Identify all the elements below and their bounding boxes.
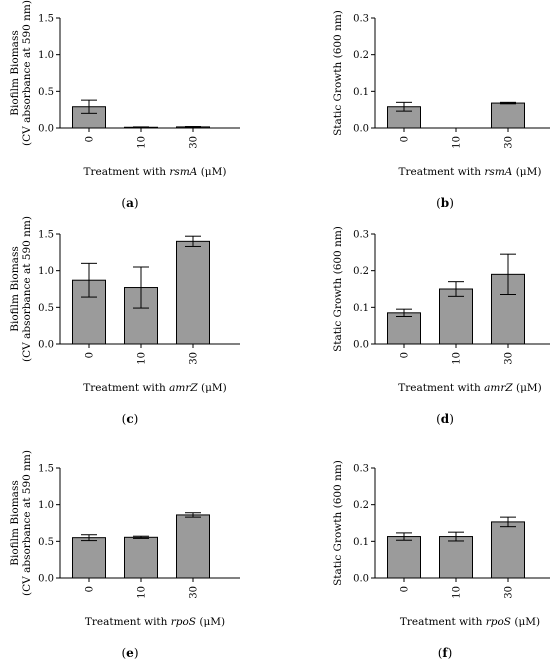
x-tick-label: 10 bbox=[137, 586, 148, 599]
y-axis-label: (CV absorbance at 590 nm) bbox=[21, 450, 33, 596]
x-tick-label: 10 bbox=[137, 136, 148, 149]
y-tick-label: 0.3 bbox=[353, 230, 369, 241]
x-tick-label: 30 bbox=[189, 352, 200, 365]
y-tick-label: 0.3 bbox=[353, 14, 369, 25]
panel-label: (b) bbox=[436, 196, 454, 210]
x-tick-label: 0 bbox=[400, 586, 411, 592]
chart-panel: 0.0 0.5 1.0 1.5 0 10 30 Treatment with amrZ (μM… bbox=[9, 216, 240, 426]
x-tick-label: 0 bbox=[400, 352, 411, 358]
x-tick-label: 30 bbox=[189, 586, 200, 599]
y-axis-label: Static Growth (600 nm) bbox=[332, 460, 344, 586]
bar bbox=[176, 514, 210, 579]
x-tick-label: 10 bbox=[137, 352, 148, 365]
y-tick-label: 0.5 bbox=[38, 303, 54, 314]
panel-label: (e) bbox=[121, 646, 138, 660]
y-tick-label: 0.1 bbox=[353, 537, 369, 548]
y-axis-label: (CV absorbance at 590 nm) bbox=[21, 0, 33, 146]
bar bbox=[72, 537, 106, 579]
x-tick-label: 10 bbox=[452, 586, 463, 599]
x-tick-label: 30 bbox=[504, 586, 515, 599]
y-tick-label: 0.0 bbox=[38, 574, 54, 585]
x-tick-label: 30 bbox=[504, 136, 515, 149]
chart-panel: 0.0 0.1 0.2 0.3 0 10 30 Treatment with rpoS (μM… bbox=[332, 460, 550, 660]
y-tick-label: 0.2 bbox=[353, 50, 369, 61]
bar bbox=[439, 536, 473, 579]
y-tick-label: 0.0 bbox=[38, 340, 54, 351]
y-axis-label: Static Growth (600 nm) bbox=[332, 10, 344, 136]
x-tick-label: 0 bbox=[85, 136, 96, 142]
y-tick-label: 1.0 bbox=[38, 266, 54, 277]
bar bbox=[387, 536, 421, 579]
panel-label: (f) bbox=[438, 646, 453, 660]
y-tick-label: 1.0 bbox=[38, 50, 54, 61]
y-tick-label: 0.0 bbox=[353, 340, 369, 351]
y-tick-label: 1.5 bbox=[38, 14, 54, 25]
x-axis-label: Treatment with rsmA (μM) bbox=[399, 166, 542, 178]
y-tick-label: 1.5 bbox=[38, 464, 54, 475]
chart-panel: 0.0 0.1 0.2 0.3 0 10 30 Treatment with amrZ (μM… bbox=[332, 226, 550, 426]
x-tick-label: 0 bbox=[85, 586, 96, 592]
y-tick-label: 0.2 bbox=[353, 500, 369, 511]
panel-label: (a) bbox=[121, 196, 138, 210]
y-tick-label: 1.0 bbox=[38, 500, 54, 511]
y-axis-label: Biofilm Biomass bbox=[9, 30, 21, 115]
x-tick-label: 10 bbox=[452, 352, 463, 365]
bar bbox=[491, 521, 525, 579]
y-tick-label: 0.5 bbox=[38, 87, 54, 98]
y-tick-label: 0.5 bbox=[38, 537, 54, 548]
y-tick-label: 0.1 bbox=[353, 87, 369, 98]
x-axis-label: Treatment with rpoS (μM) bbox=[85, 616, 225, 628]
bar bbox=[176, 240, 210, 345]
chart-panel: 0.0 0.5 1.0 1.5 0 10 30 Treatment with rpoS (μM… bbox=[9, 450, 240, 660]
y-tick-label: 0.1 bbox=[353, 303, 369, 314]
x-axis-label: Treatment with rpoS (μM) bbox=[400, 616, 540, 628]
y-tick-label: 0.2 bbox=[353, 266, 369, 277]
x-tick-label: 0 bbox=[400, 136, 411, 142]
x-axis-label: Treatment with amrZ (μM) bbox=[398, 382, 542, 394]
y-axis-label: Biofilm Biomass bbox=[9, 246, 21, 331]
x-tick-label: 10 bbox=[452, 136, 463, 149]
chart-panel: 0.0 0.5 1.0 1.5 0 10 30 Treatment with rsmA (μM… bbox=[9, 0, 240, 210]
panel-label: (c) bbox=[122, 412, 139, 426]
y-tick-label: 0.0 bbox=[353, 574, 369, 585]
x-axis-label: Treatment with rsmA (μM) bbox=[84, 166, 227, 178]
x-tick-label: 30 bbox=[504, 352, 515, 365]
y-tick-label: 0.0 bbox=[38, 124, 54, 135]
x-tick-label: 30 bbox=[189, 136, 200, 149]
y-tick-label: 0.3 bbox=[353, 464, 369, 475]
x-tick-label: 0 bbox=[85, 352, 96, 358]
y-tick-label: 1.5 bbox=[38, 230, 54, 241]
panel-label: (d) bbox=[436, 412, 454, 426]
bar bbox=[387, 312, 421, 345]
y-axis-label: Static Growth (600 nm) bbox=[332, 226, 344, 352]
bar bbox=[491, 102, 525, 129]
y-axis-label: (CV absorbance at 590 nm) bbox=[21, 216, 33, 362]
chart-panel: 0.0 0.1 0.2 0.3 0 10 30 Treatment with rsmA (μM… bbox=[332, 10, 550, 210]
x-axis-label: Treatment with amrZ (μM) bbox=[83, 382, 227, 394]
y-tick-label: 0.0 bbox=[353, 124, 369, 135]
y-axis-label: Biofilm Biomass bbox=[9, 480, 21, 565]
bar bbox=[124, 536, 158, 579]
bar bbox=[439, 288, 473, 345]
